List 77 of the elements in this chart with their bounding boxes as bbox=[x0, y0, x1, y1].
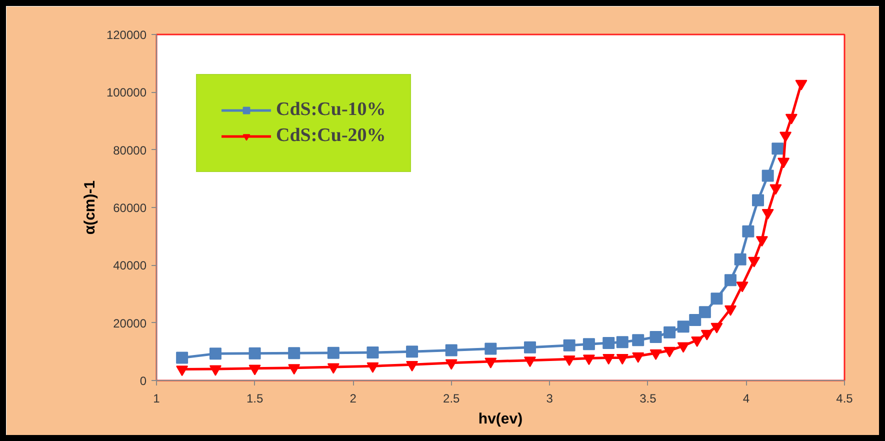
point bbox=[209, 348, 222, 360]
point bbox=[484, 358, 497, 368]
point bbox=[484, 342, 497, 355]
point bbox=[664, 326, 676, 338]
point bbox=[632, 334, 644, 346]
point bbox=[176, 352, 188, 364]
point bbox=[752, 194, 764, 206]
point bbox=[780, 132, 792, 142]
point bbox=[724, 274, 736, 286]
point bbox=[778, 158, 790, 168]
point bbox=[563, 355, 576, 366]
point bbox=[650, 330, 662, 343]
x-tick-label: 2.5 bbox=[443, 392, 460, 406]
x-tick-label: 2 bbox=[350, 392, 357, 406]
point bbox=[677, 342, 690, 353]
legend-label: CdS:Cu-10% bbox=[276, 99, 386, 121]
point bbox=[288, 364, 300, 375]
y-tick-label: 0 bbox=[140, 374, 147, 388]
point bbox=[248, 364, 261, 376]
y-tick-label: 60000 bbox=[113, 201, 147, 215]
legend-label: CdS:Cu-20% bbox=[276, 125, 386, 147]
point bbox=[563, 339, 576, 352]
point bbox=[710, 322, 723, 334]
y-tick-label: 100000 bbox=[106, 86, 147, 100]
point bbox=[406, 360, 418, 372]
x-tick-label: 4.5 bbox=[836, 392, 854, 406]
point bbox=[736, 282, 748, 292]
point bbox=[602, 337, 615, 350]
x-tick-label: 4 bbox=[742, 392, 750, 406]
point bbox=[795, 80, 808, 90]
point bbox=[710, 292, 723, 305]
point bbox=[664, 346, 676, 358]
point bbox=[445, 344, 458, 356]
y-tick-label: 40000 bbox=[113, 258, 147, 273]
point bbox=[689, 314, 702, 326]
point bbox=[756, 236, 768, 247]
point bbox=[602, 354, 615, 365]
point bbox=[327, 363, 340, 374]
point bbox=[762, 209, 774, 220]
point bbox=[762, 170, 774, 182]
point bbox=[616, 354, 628, 365]
point bbox=[691, 336, 704, 347]
x-tick-label: 3 bbox=[546, 392, 554, 406]
x-tick-label: 1.5 bbox=[246, 392, 264, 406]
point bbox=[724, 305, 736, 316]
point bbox=[698, 306, 711, 318]
point bbox=[445, 359, 458, 370]
point bbox=[772, 142, 784, 155]
point bbox=[288, 347, 300, 360]
point bbox=[748, 256, 760, 268]
point bbox=[742, 225, 754, 238]
point bbox=[209, 365, 222, 376]
y-tick-label: 120000 bbox=[106, 28, 147, 42]
x-tick-label: 3.5 bbox=[640, 392, 657, 406]
point bbox=[677, 320, 690, 333]
point bbox=[582, 354, 595, 366]
y-tick-label: 20000 bbox=[113, 316, 147, 330]
point bbox=[524, 356, 536, 368]
point bbox=[248, 347, 261, 360]
point bbox=[366, 362, 379, 373]
point bbox=[734, 253, 746, 266]
point bbox=[582, 338, 595, 350]
point bbox=[366, 346, 379, 359]
point bbox=[785, 114, 798, 124]
point bbox=[524, 341, 536, 354]
point bbox=[770, 184, 782, 195]
point bbox=[327, 346, 340, 359]
y-tick-label: 80000 bbox=[113, 143, 147, 158]
x-axis-title: hv(ev) bbox=[478, 410, 523, 428]
point bbox=[632, 352, 644, 363]
point bbox=[406, 346, 418, 358]
point bbox=[176, 366, 188, 376]
y-axis-title: α(cm)-1 bbox=[81, 180, 98, 235]
point bbox=[700, 330, 713, 340]
point bbox=[650, 349, 662, 360]
point bbox=[616, 336, 628, 348]
x-tick-label: 1 bbox=[153, 392, 160, 406]
